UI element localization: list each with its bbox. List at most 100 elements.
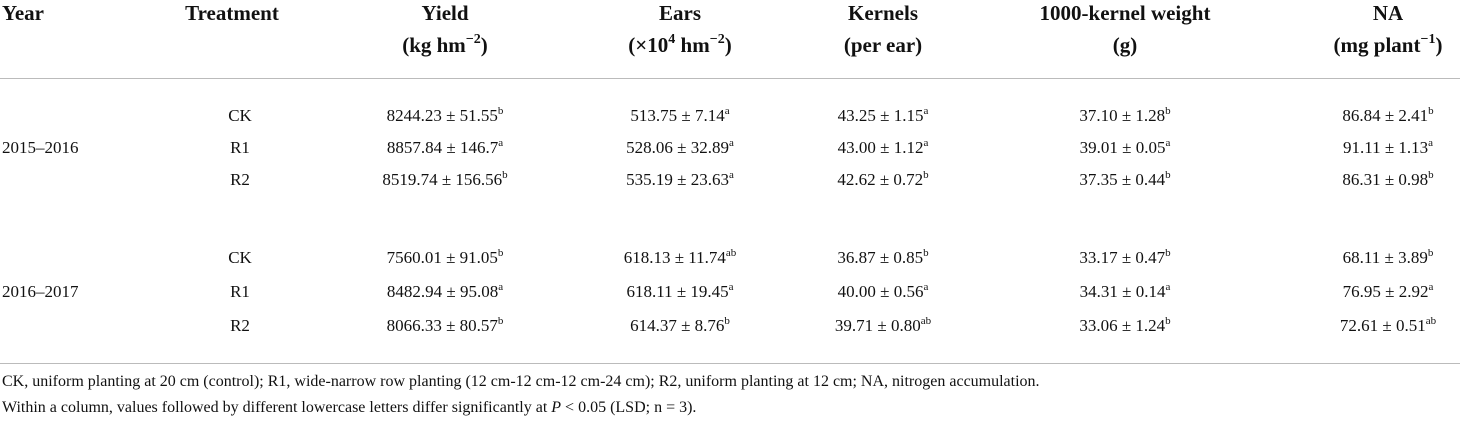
data-cell: 8066.33 ± 80.57b (387, 316, 504, 336)
cell-value: 37.10 ± 1.28 (1079, 106, 1166, 125)
data-cell: 86.31 ± 0.98b (1342, 170, 1433, 190)
text: (mg plant (1333, 33, 1421, 57)
cell-value: 528.06 ± 32.89 (626, 138, 729, 157)
header-unit: (mg plant−1) (1334, 32, 1443, 58)
cell-value: 33.17 ± 0.47 (1079, 248, 1166, 267)
cell-value: 76.95 ± 2.92 (1342, 282, 1429, 301)
significance-letter: b (923, 169, 929, 181)
data-cell: 513.75 ± 7.14a (630, 106, 729, 126)
data-cell: 8857.84 ± 146.7a (387, 138, 503, 158)
significance-letter: b (502, 169, 508, 181)
data-cell: 86.84 ± 2.41b (1342, 106, 1433, 126)
cell-value: 535.19 ± 23.63 (626, 170, 729, 189)
treatment-label: CK (228, 248, 252, 267)
data-cell: 618.13 ± 11.74ab (624, 248, 737, 268)
cell-value: 43.00 ± 1.12 (837, 138, 924, 157)
data-cell: 91.11 ± 1.13a (1343, 138, 1433, 158)
significance-letter: a (923, 281, 929, 293)
header-title: Treatment (185, 0, 279, 26)
text: Kernels (848, 1, 918, 25)
data-cell: 33.06 ± 1.24b (1079, 316, 1170, 336)
cell-value: 8244.23 ± 51.55 (386, 106, 498, 125)
treatment-label: R2 (230, 170, 250, 189)
data-cell: 72.61 ± 0.51ab (1340, 316, 1436, 336)
year-label: 2016–2017 (2, 282, 79, 301)
header-title: Kernels (848, 0, 918, 26)
data-cell: 43.25 ± 1.15a (838, 106, 929, 126)
cell-value: 36.87 ± 0.85 (837, 248, 924, 267)
significance-letter: a (1165, 137, 1171, 149)
significance-letter: a (1165, 281, 1171, 293)
cell-value: 618.11 ± 19.45 (626, 282, 729, 301)
significance-letter: a (728, 281, 734, 293)
cell-value: 614.37 ± 8.76 (630, 316, 725, 335)
data-cell: 40.00 ± 0.56a (838, 282, 929, 302)
text: (kg hm (402, 33, 466, 57)
cell-value: 8857.84 ± 146.7 (386, 138, 499, 157)
cell-value: 513.75 ± 7.14 (630, 106, 725, 125)
cell-value: 40.00 ± 0.56 (837, 282, 924, 301)
data-cell: 76.95 ± 2.92a (1343, 282, 1434, 302)
data-cell: 36.87 ± 0.85b (837, 248, 928, 268)
text: (per ear) (843, 33, 923, 57)
superscript: −2 (709, 32, 725, 47)
significance-letter: b (1427, 247, 1434, 259)
header-title: Ears (659, 0, 701, 26)
text: Year (2, 1, 44, 25)
text: Treatment (185, 1, 279, 25)
data-cell: 614.37 ± 8.76b (630, 316, 730, 336)
data-cell: 33.17 ± 0.47b (1079, 248, 1170, 268)
significance-letter: a (1428, 281, 1434, 293)
data-cell: 34.31 ± 0.14a (1080, 282, 1171, 302)
significance-letter: b (1165, 315, 1171, 327)
header-title: Yield (421, 0, 468, 26)
text: NA (1372, 1, 1404, 25)
header-rule (0, 78, 1460, 79)
cell-value: 34.31 ± 0.14 (1079, 282, 1166, 301)
text: ) (724, 33, 732, 57)
header-unit: (per ear) (844, 32, 922, 58)
data-cell: 39.71 ± 0.80ab (835, 316, 931, 336)
cell-value: 39.01 ± 0.05 (1079, 138, 1166, 157)
superscript: 4 (668, 32, 676, 47)
significance-letter: ab (920, 315, 932, 327)
cell-value: 43.25 ± 1.15 (837, 106, 924, 125)
text: (g) (1112, 33, 1138, 57)
header-title: NA (1373, 0, 1403, 26)
significance-letter: b (497, 247, 504, 259)
cell-value: 68.11 ± 3.89 (1342, 248, 1428, 267)
significance-letter: b (724, 315, 730, 327)
header-title: 1000-kernel weight (1040, 0, 1211, 26)
significance-letter: a (923, 137, 929, 149)
significance-letter: b (497, 315, 504, 327)
cell-value: 72.61 ± 0.51 (1339, 316, 1426, 335)
data-cell: 535.19 ± 23.63a (626, 170, 734, 190)
text: Yield (421, 1, 469, 25)
cell-value: 39.71 ± 0.80 (834, 316, 921, 335)
significance-letter: a (498, 281, 504, 293)
data-cell: 8482.94 ± 95.08a (387, 282, 503, 302)
text: CK, uniform planting at 20 cm (control);… (2, 373, 1040, 390)
treatment-label: R2 (230, 316, 250, 335)
cell-value: 8066.33 ± 80.57 (386, 316, 498, 335)
significance-letter: a (724, 105, 730, 117)
data-cell: 7560.01 ± 91.05b (387, 248, 504, 268)
significance-letter: b (1165, 247, 1171, 259)
significance-letter: ab (725, 247, 737, 259)
significance-letter: b (497, 105, 504, 117)
cell-value: 86.31 ± 0.98 (1342, 170, 1429, 189)
header-unit: (×104 hm−2) (628, 32, 731, 58)
cell-value: 86.84 ± 2.41 (1342, 106, 1429, 125)
cell-value: 8519.74 ± 156.56 (382, 170, 503, 189)
data-cell: 528.06 ± 32.89a (626, 138, 734, 158)
significance-letter: a (728, 169, 734, 181)
data-cell: 39.01 ± 0.05a (1080, 138, 1171, 158)
treatment-label: CK (228, 106, 252, 125)
significance-letter: a (728, 137, 734, 149)
italic-text: P (551, 399, 562, 416)
cell-value: 42.62 ± 0.72 (837, 170, 924, 189)
text: < 0.05 (LSD; n = 3). (561, 399, 697, 416)
cell-value: 37.35 ± 0.44 (1079, 170, 1166, 189)
superscript: −1 (1420, 32, 1436, 47)
